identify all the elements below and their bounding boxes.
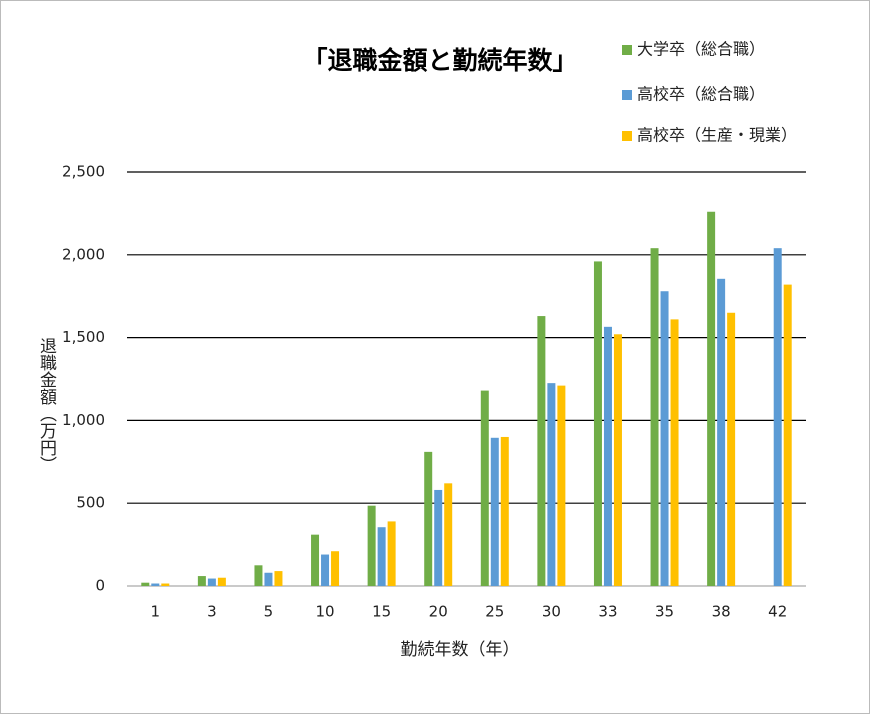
bar xyxy=(434,489,443,586)
y-tick-label: 1,000 xyxy=(62,411,105,429)
y-tick-label: 1,500 xyxy=(62,328,105,346)
legend-swatch xyxy=(622,90,632,100)
bar xyxy=(217,577,226,586)
bar xyxy=(274,571,283,586)
x-tick-label: 25 xyxy=(485,603,504,621)
bar xyxy=(161,583,170,586)
x-tick-label: 15 xyxy=(372,603,391,621)
bar xyxy=(480,390,489,586)
bar xyxy=(783,284,792,586)
bar xyxy=(311,534,320,586)
x-tick-label: 30 xyxy=(542,603,561,621)
bar xyxy=(500,436,509,586)
y-tick-label: 0 xyxy=(95,577,105,595)
legend-label: 高校卒（生産・現業） xyxy=(637,126,797,145)
bar xyxy=(254,565,263,586)
bar xyxy=(264,572,273,586)
x-tick-label: 42 xyxy=(768,603,787,621)
bar xyxy=(537,316,546,586)
bar xyxy=(707,211,716,586)
y-axis-title: 退職金額（万円） xyxy=(36,337,57,473)
bar xyxy=(727,312,736,586)
x-tick-label: 5 xyxy=(264,603,274,621)
x-tick-label: 20 xyxy=(429,603,448,621)
x-axis-title: 勤続年数（年） xyxy=(401,640,520,660)
legend-label: 高校卒（総合職） xyxy=(637,85,765,104)
x-tick-label: 1 xyxy=(151,603,161,621)
chart-title: 「退職金額と勤続年数」 xyxy=(302,46,577,75)
x-tick-label: 10 xyxy=(315,603,334,621)
bar xyxy=(424,451,433,586)
bar xyxy=(444,483,453,586)
bar xyxy=(331,551,340,586)
legend-swatch xyxy=(622,45,632,55)
bar xyxy=(387,521,396,586)
y-tick-label: 500 xyxy=(76,494,105,512)
bar xyxy=(593,261,602,586)
bar xyxy=(603,326,612,586)
y-tick-label: 2,000 xyxy=(62,245,105,263)
x-tick-label: 3 xyxy=(207,603,217,621)
bar xyxy=(650,248,659,586)
bar xyxy=(197,576,206,586)
bar xyxy=(670,319,679,586)
bar xyxy=(773,248,782,586)
bar xyxy=(367,505,376,586)
bar xyxy=(207,578,216,586)
x-tick-label: 38 xyxy=(712,603,731,621)
legend-swatch xyxy=(622,131,632,141)
legend-label: 大学卒（総合職） xyxy=(637,40,765,59)
bar xyxy=(377,527,386,586)
x-tick-label: 35 xyxy=(655,603,674,621)
bar xyxy=(490,437,499,586)
y-tick-label: 2,500 xyxy=(62,163,105,181)
bar xyxy=(717,278,726,586)
bar xyxy=(321,554,330,586)
bar xyxy=(547,383,556,586)
bar xyxy=(151,583,160,586)
bar xyxy=(141,582,150,586)
bar xyxy=(613,334,622,586)
bar xyxy=(660,291,669,586)
bar xyxy=(557,385,566,586)
x-tick-label: 33 xyxy=(598,603,617,621)
